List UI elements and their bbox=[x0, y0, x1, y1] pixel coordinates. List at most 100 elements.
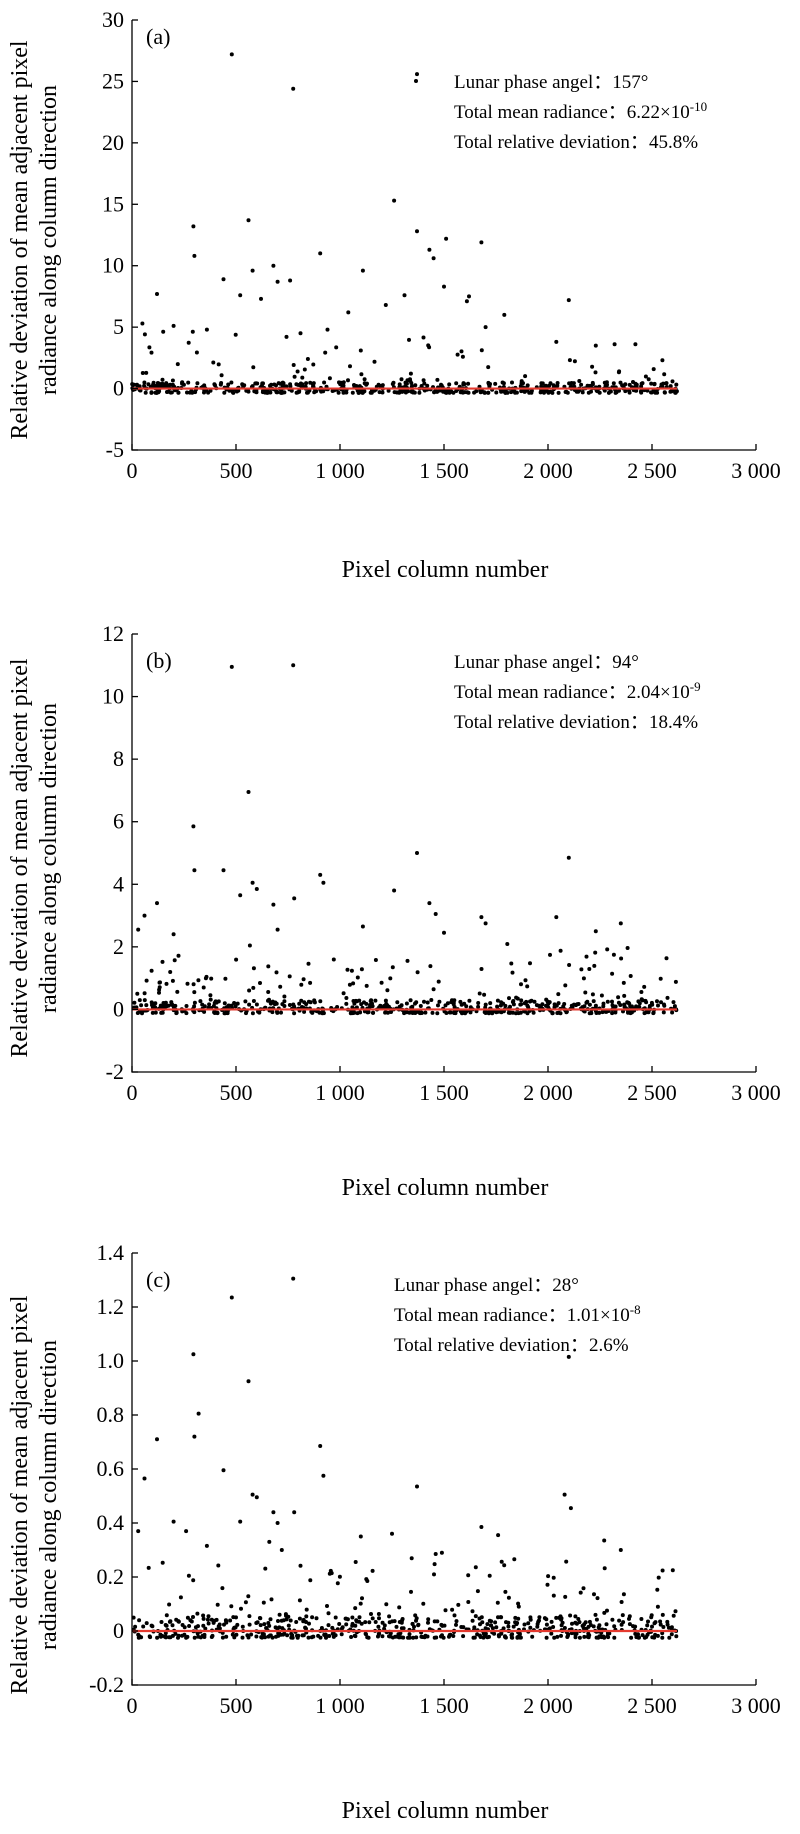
scatter-point bbox=[300, 1633, 305, 1638]
scatter-point bbox=[266, 964, 271, 969]
y-tick-label: 10 bbox=[102, 253, 124, 278]
scatter-point bbox=[271, 1510, 276, 1515]
scatter-point bbox=[514, 390, 519, 395]
scatter-point bbox=[439, 1622, 444, 1627]
scatter-point bbox=[306, 1635, 311, 1640]
y-tick-label: 0.8 bbox=[97, 1402, 125, 1427]
scatter-point bbox=[435, 377, 440, 382]
scatter-point bbox=[408, 998, 413, 1003]
scatter-point bbox=[517, 1631, 522, 1636]
scatter-point bbox=[341, 991, 346, 996]
scatter-point bbox=[176, 1633, 181, 1638]
scatter-point bbox=[513, 1615, 518, 1620]
scatter-point bbox=[503, 390, 508, 395]
scatter-point bbox=[436, 979, 441, 984]
scatter-point bbox=[331, 957, 336, 962]
scatter-point bbox=[149, 968, 154, 973]
scatter-point bbox=[448, 1010, 453, 1015]
scatter-point bbox=[178, 1595, 183, 1600]
scatter-point bbox=[525, 984, 530, 989]
scatter-point bbox=[170, 978, 175, 983]
y-tick-label: 6 bbox=[113, 809, 124, 834]
scatter-point bbox=[384, 1602, 389, 1607]
y-tick-label: 10 bbox=[102, 684, 124, 709]
scatter-point bbox=[670, 1010, 675, 1015]
scatter-point bbox=[503, 1589, 508, 1594]
x-tick-label: 3 000 bbox=[731, 458, 781, 483]
scatter-point bbox=[586, 1635, 591, 1640]
scatter-point bbox=[622, 1002, 627, 1007]
scatter-point bbox=[211, 360, 216, 365]
scatter-point bbox=[346, 310, 351, 315]
scatter-point bbox=[349, 1635, 354, 1639]
scatter-point bbox=[148, 1635, 153, 1640]
scatter-point bbox=[311, 362, 316, 367]
scatter-point bbox=[487, 1618, 492, 1623]
scatter-point bbox=[142, 913, 147, 918]
scatter-point bbox=[348, 364, 352, 369]
scatter-point bbox=[658, 976, 663, 981]
scatter-point bbox=[669, 1632, 674, 1637]
scatter-point bbox=[220, 1586, 225, 1591]
scatter-point bbox=[291, 1276, 296, 1281]
scatter-point bbox=[308, 980, 313, 985]
scatter-point bbox=[599, 993, 604, 998]
scatter-point bbox=[567, 358, 572, 363]
scatter-point bbox=[157, 389, 162, 394]
scatter-point bbox=[240, 1635, 245, 1640]
scatter-point bbox=[208, 993, 213, 998]
scatter-point bbox=[530, 1634, 535, 1639]
scatter-point bbox=[275, 927, 280, 932]
scatter-point bbox=[289, 388, 294, 393]
annotation-phase-b: Lunar phase angel：94° bbox=[454, 652, 639, 673]
scatter-point bbox=[162, 1634, 167, 1639]
scatter-point bbox=[526, 1004, 530, 1009]
x-tick-label: 2 500 bbox=[627, 1080, 677, 1105]
scatter-point bbox=[555, 381, 560, 385]
y-axis-title-line2: radiance along column direction bbox=[36, 85, 62, 395]
scatter-point bbox=[394, 1624, 399, 1629]
scatter-point bbox=[284, 334, 289, 339]
scatter-point bbox=[534, 1003, 539, 1008]
scatter-point bbox=[429, 998, 434, 1002]
y-axis-title-line1: Relative deviation of mean adjacent pixe… bbox=[7, 1295, 33, 1695]
x-tick-label: 1 000 bbox=[315, 458, 365, 483]
scatter-point bbox=[321, 1473, 326, 1478]
scatter-point bbox=[452, 998, 457, 1003]
scatter-point bbox=[422, 381, 427, 386]
scatter-point bbox=[155, 901, 159, 906]
scatter-point bbox=[240, 1624, 245, 1629]
scatter-point bbox=[287, 974, 292, 979]
scatter-point bbox=[135, 382, 139, 387]
x-tick-label: 2 000 bbox=[523, 458, 573, 483]
scatter-point bbox=[573, 1614, 578, 1619]
scatter-point bbox=[259, 1635, 264, 1640]
scatter-point bbox=[208, 997, 213, 1002]
scatter-point bbox=[471, 1635, 476, 1640]
scatter-point bbox=[427, 247, 432, 252]
scatter-point bbox=[226, 382, 231, 387]
scatter-point bbox=[483, 921, 488, 926]
scatter-point bbox=[519, 998, 524, 1003]
scatter-point bbox=[142, 383, 147, 388]
y-tick-label: 8 bbox=[113, 746, 124, 771]
scatter-point bbox=[640, 998, 645, 1003]
x-tick-label: 1 000 bbox=[315, 1693, 365, 1718]
scatter-point bbox=[142, 998, 147, 1003]
scatter-point bbox=[621, 1592, 626, 1597]
y-axis-title-line1: Relative deviation of mean adjacent pixe… bbox=[7, 658, 33, 1058]
scatter-point bbox=[511, 1002, 516, 1007]
scatter-point bbox=[323, 350, 328, 355]
scatter-point bbox=[246, 790, 251, 794]
scatter-point bbox=[254, 887, 259, 891]
scatter-point bbox=[461, 1634, 466, 1639]
scatter-point bbox=[577, 379, 582, 383]
scatter-point bbox=[243, 1600, 248, 1605]
scatter-point bbox=[391, 380, 396, 385]
scatter-point bbox=[195, 1611, 200, 1616]
scatter-point bbox=[142, 1476, 147, 1481]
scatter-point bbox=[497, 1634, 501, 1639]
scatter-point bbox=[493, 381, 498, 386]
scatter-point bbox=[180, 1633, 185, 1638]
scatter-point bbox=[350, 1623, 355, 1628]
